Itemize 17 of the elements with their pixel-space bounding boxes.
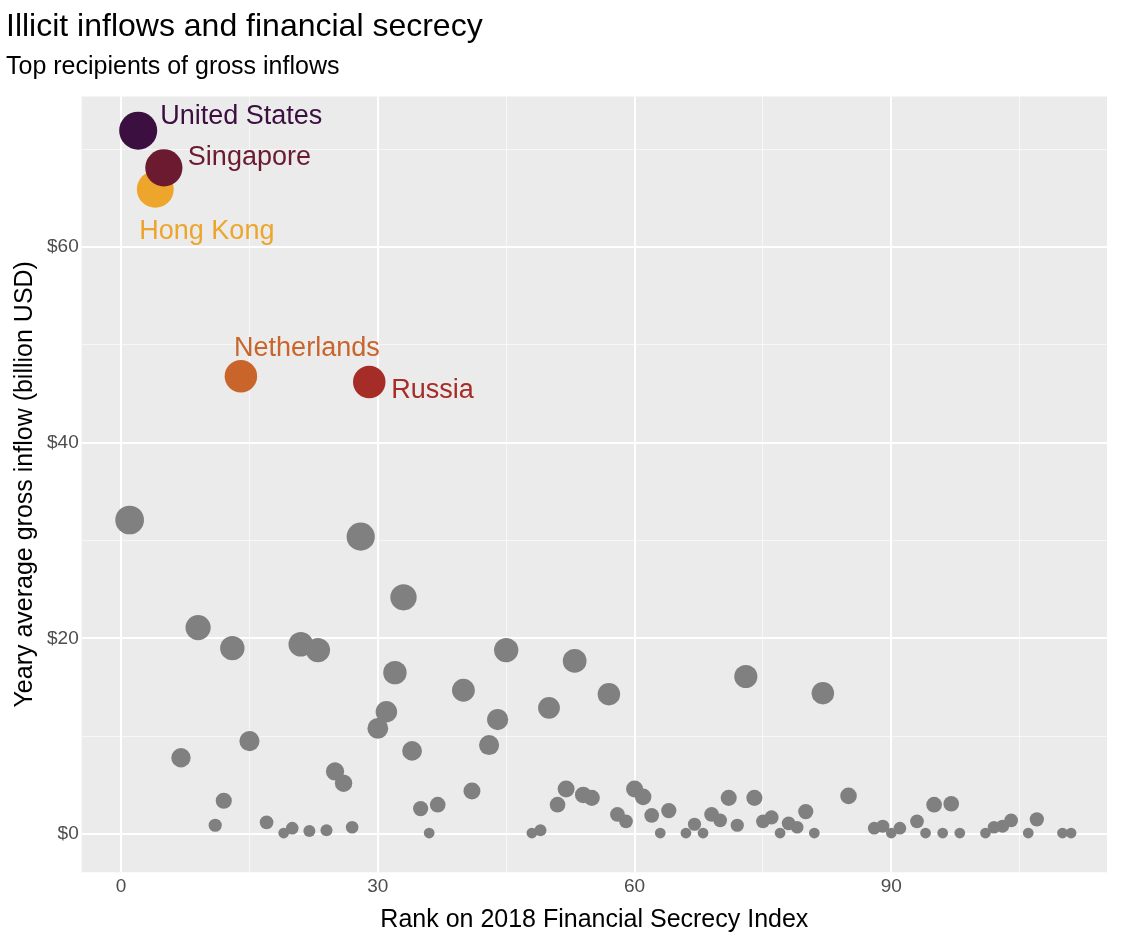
- x-tick-label: 30: [367, 874, 389, 896]
- y-tick-label: $40: [47, 430, 79, 452]
- series-label: Hong Kong: [139, 214, 275, 245]
- x-tick-label: 0: [115, 874, 127, 896]
- y-tick-label: $20: [47, 626, 79, 648]
- x-tick-label: 90: [880, 874, 902, 896]
- series-label: Russia: [391, 373, 475, 404]
- x-axis-title: Rank on 2018 Financial Secrecy Index: [380, 903, 809, 932]
- series-label: Singapore: [187, 141, 311, 172]
- chart-subtitle: Top recipients of gross inflows: [6, 51, 340, 80]
- x-tick-label: 60: [624, 874, 646, 896]
- y-tick-label: $60: [47, 235, 79, 257]
- y-tick-label: $0: [57, 822, 79, 844]
- series-label: Netherlands: [234, 331, 380, 362]
- chart-title: Illicit inflows and financial secrecy: [6, 7, 483, 44]
- y-axis-title: Yeary average gross inflow (billion USD): [8, 261, 37, 708]
- series-label: United States: [160, 100, 323, 131]
